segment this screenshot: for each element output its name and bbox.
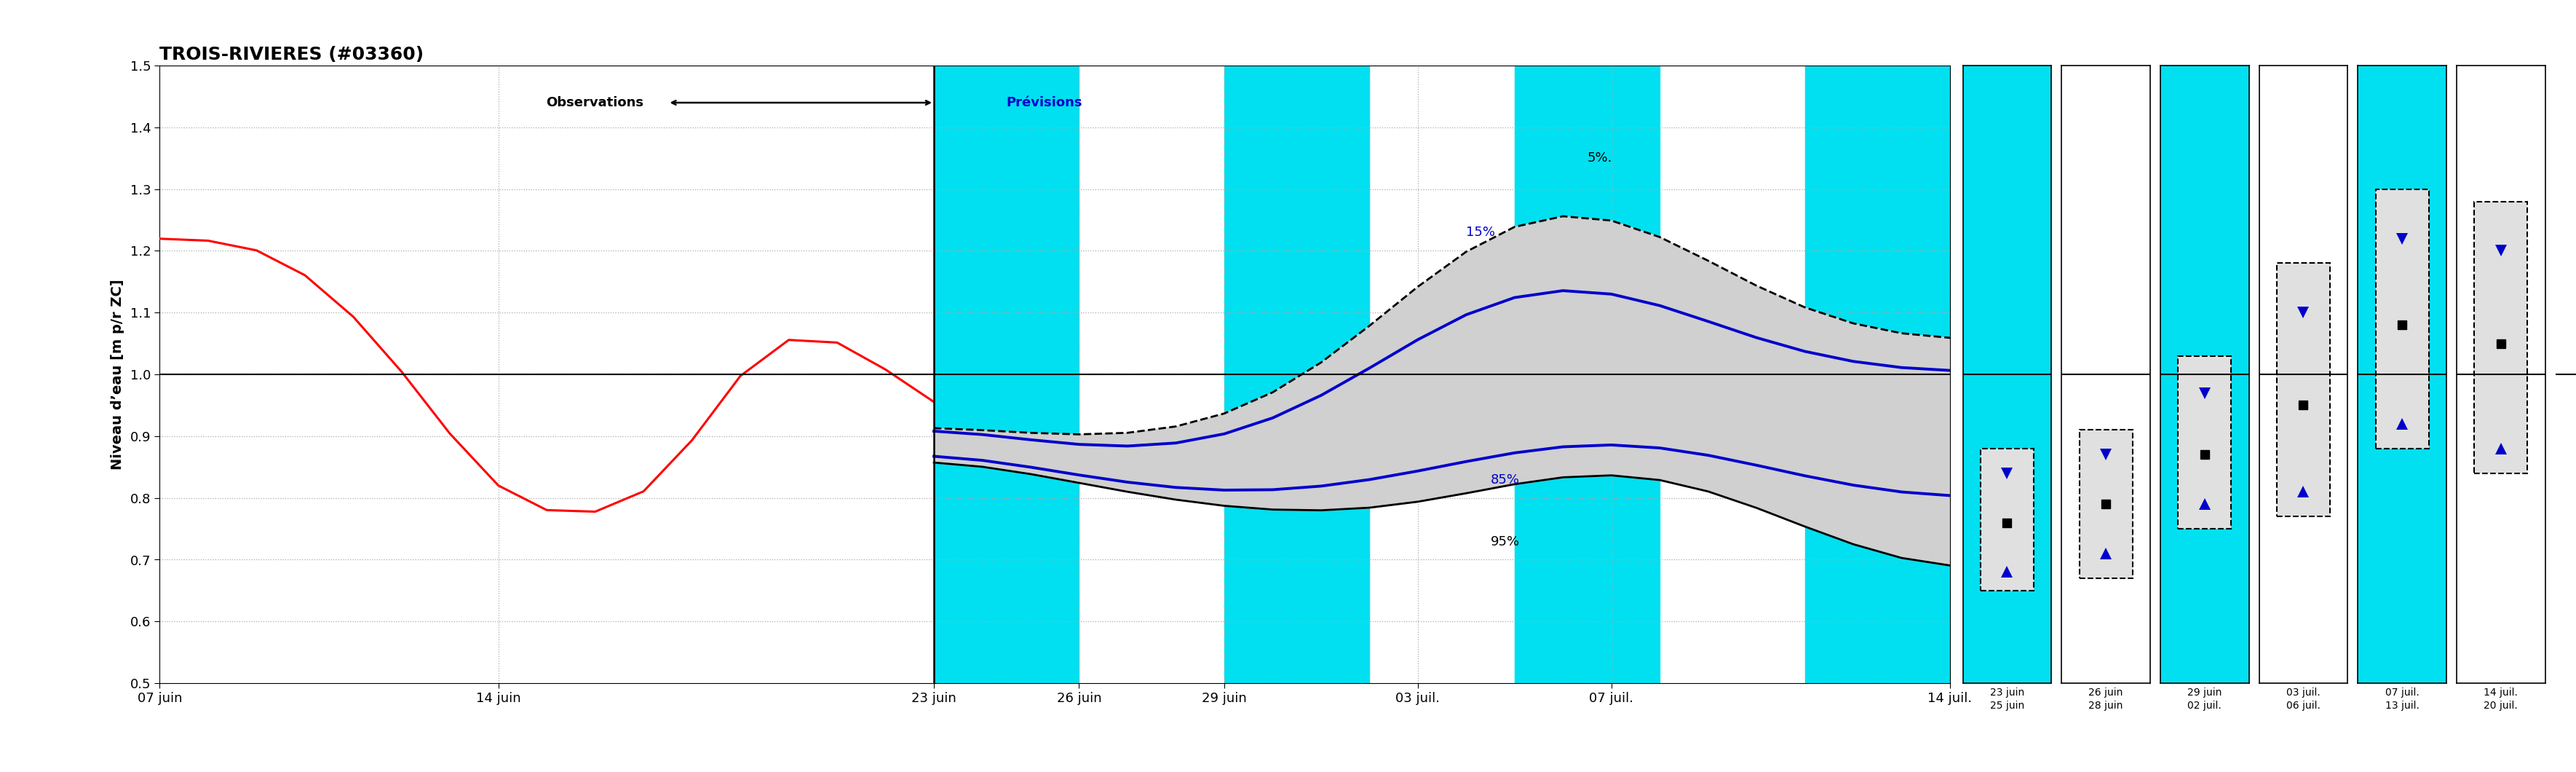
X-axis label: 14 juil.
20 juil.: 14 juil. 20 juil. xyxy=(2483,687,2517,711)
Bar xyxy=(1224,66,1370,683)
FancyBboxPatch shape xyxy=(2079,430,2133,578)
X-axis label: 07 juil.
13 juil.: 07 juil. 13 juil. xyxy=(2385,687,2419,711)
FancyBboxPatch shape xyxy=(2277,263,2329,516)
Text: Prévisions: Prévisions xyxy=(1007,96,1082,109)
FancyBboxPatch shape xyxy=(2179,356,2231,529)
FancyBboxPatch shape xyxy=(2476,201,2527,473)
FancyBboxPatch shape xyxy=(2375,189,2429,449)
Y-axis label: Niveau d’eau [m p/r ZC]: Niveau d’eau [m p/r ZC] xyxy=(111,279,124,469)
Bar xyxy=(935,66,1079,683)
Text: 5%.: 5%. xyxy=(1587,151,1613,164)
Bar xyxy=(1515,66,1659,683)
X-axis label: 26 juin
28 juin: 26 juin 28 juin xyxy=(2089,687,2123,711)
Text: Observations: Observations xyxy=(546,96,644,109)
X-axis label: 03 juil.
06 juil.: 03 juil. 06 juil. xyxy=(2287,687,2321,711)
Text: 85%: 85% xyxy=(1492,473,1520,486)
Text: 95%: 95% xyxy=(1492,535,1520,548)
Bar xyxy=(1806,66,1950,683)
X-axis label: 23 juin
25 juin: 23 juin 25 juin xyxy=(1989,687,2025,711)
Text: 15%: 15% xyxy=(1466,225,1494,239)
X-axis label: 29 juin
02 juil.: 29 juin 02 juil. xyxy=(2187,687,2223,711)
FancyBboxPatch shape xyxy=(1981,449,2032,591)
Text: TROIS-RIVIERES (#03360): TROIS-RIVIERES (#03360) xyxy=(160,46,425,63)
